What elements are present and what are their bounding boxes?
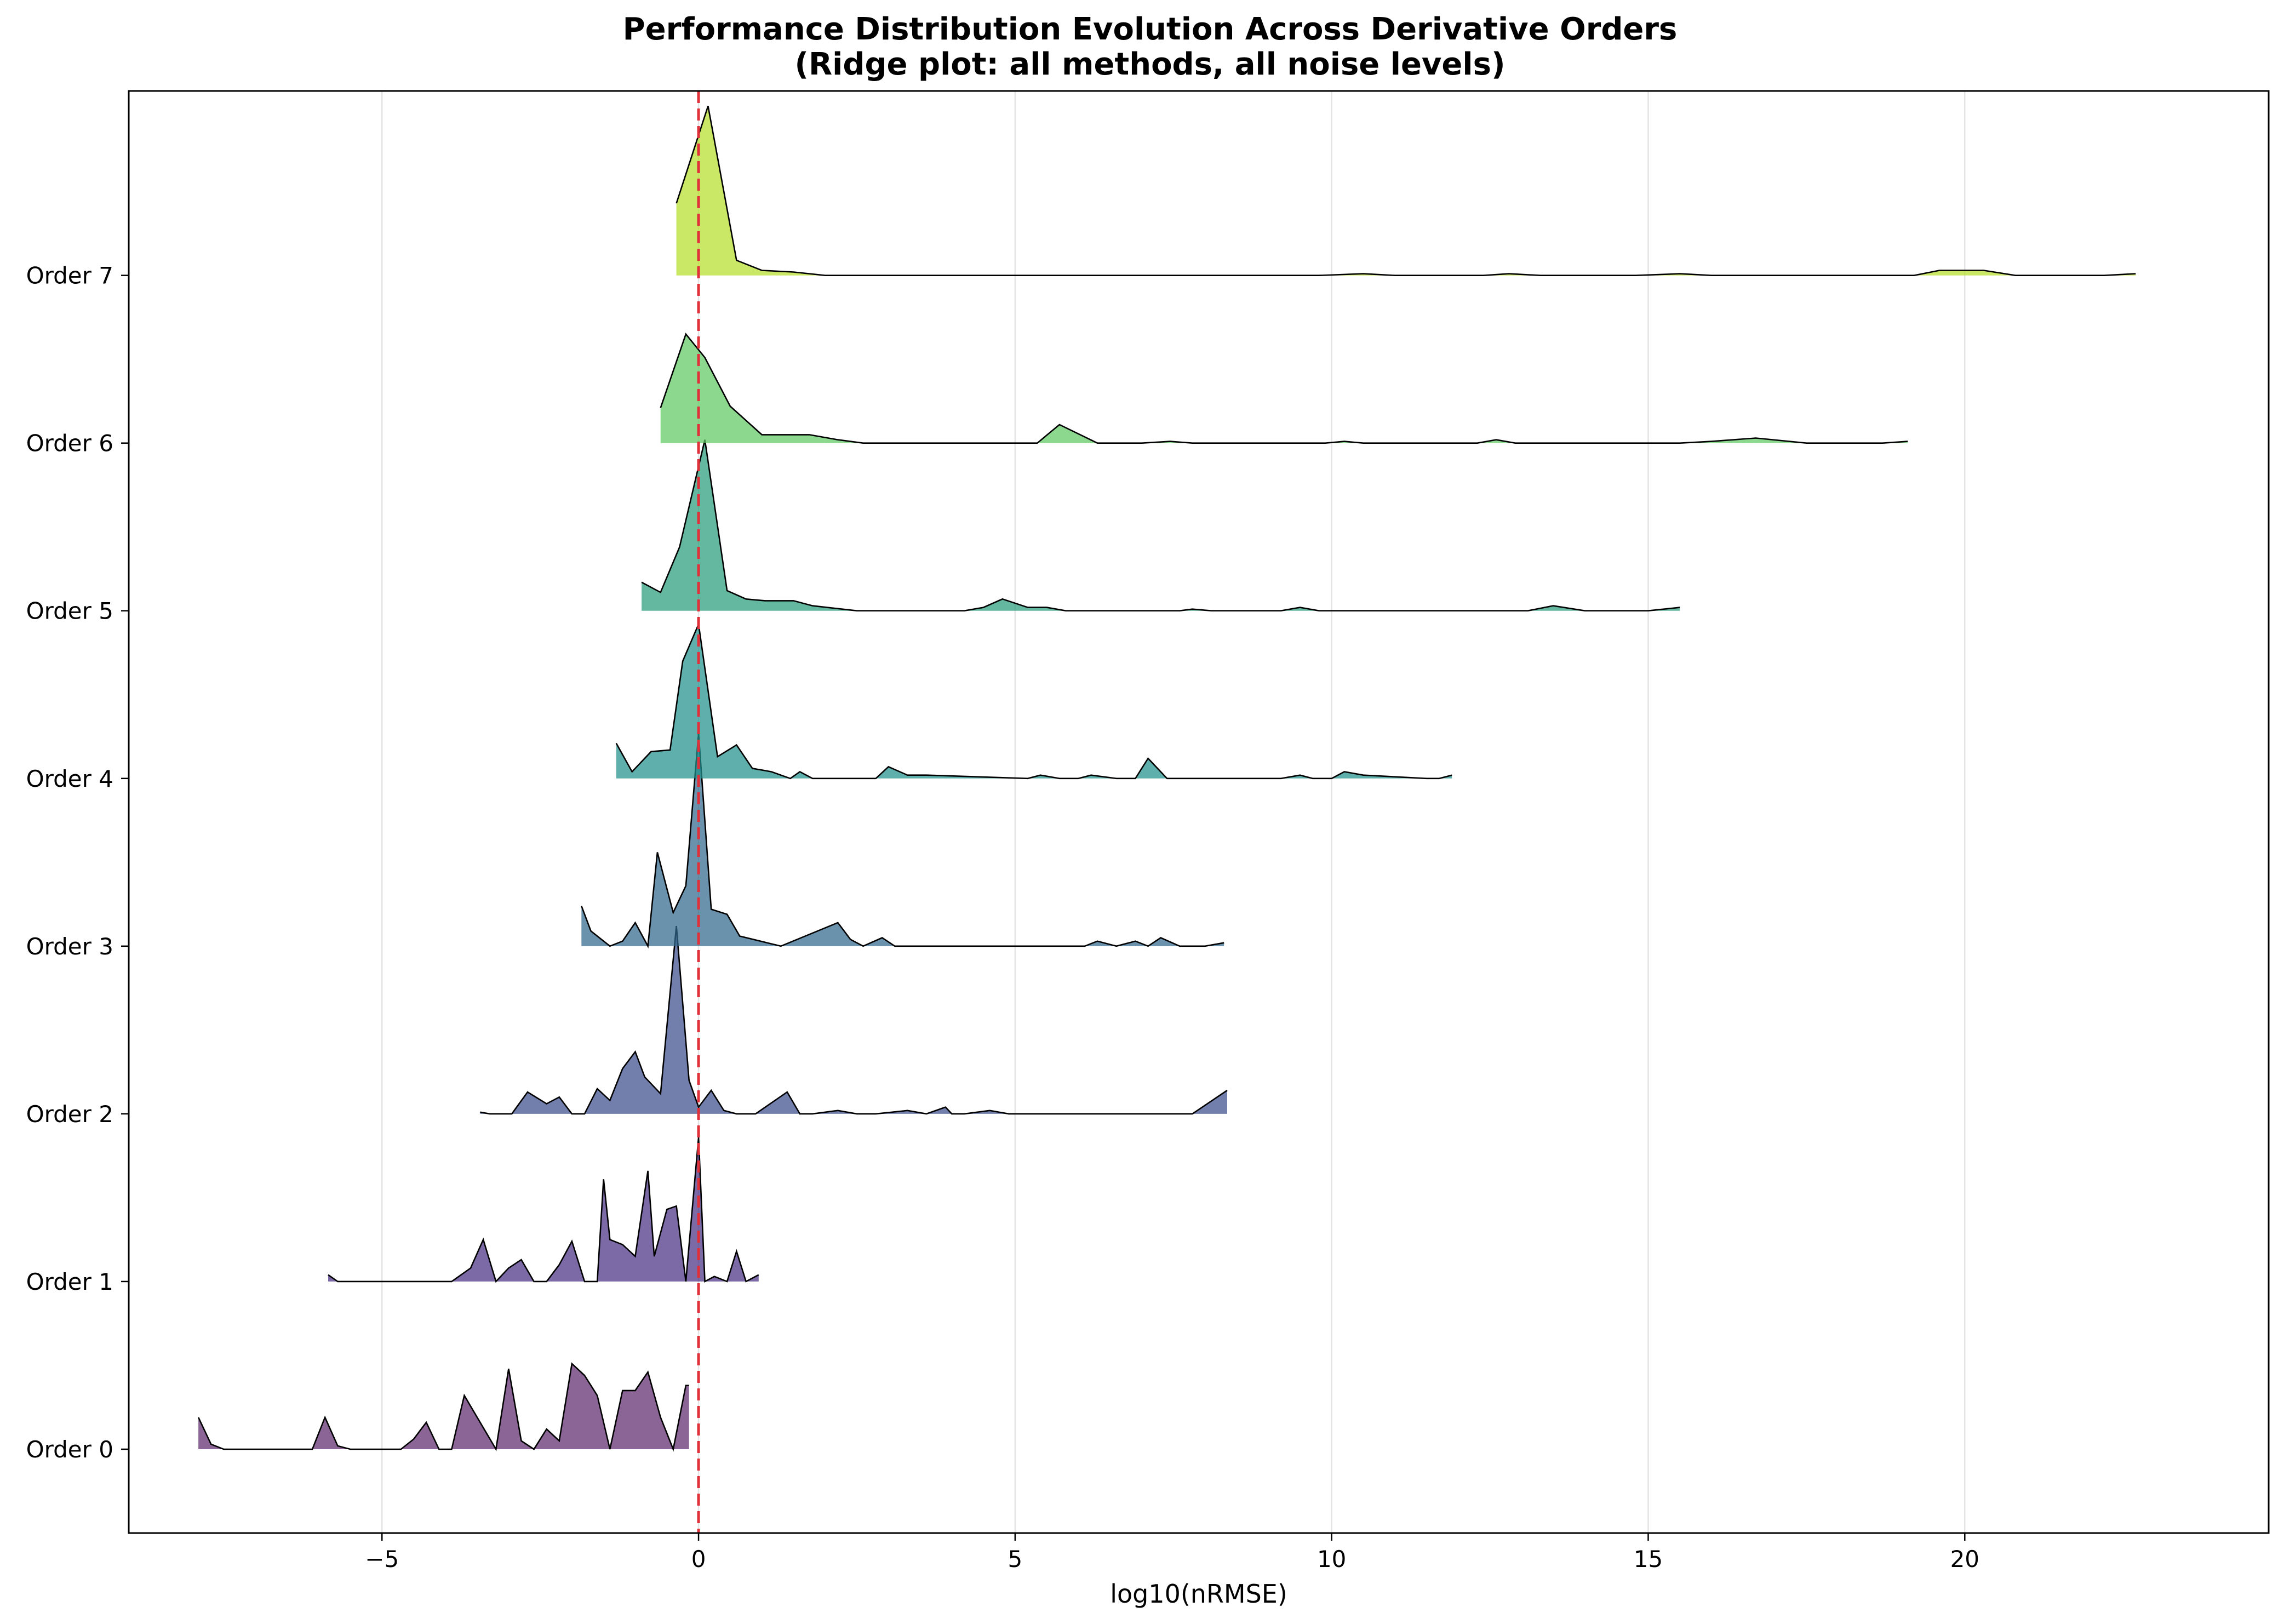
- y-tick-label-2: Order 2: [26, 1101, 113, 1128]
- x-axis-label: log10(nRMSE): [1110, 1579, 1287, 1609]
- chart-subtitle: (Ridge plot: all methods, all noise leve…: [794, 47, 1505, 82]
- x-tick-label-0: −5: [365, 1546, 399, 1572]
- y-tick-label-3: Order 3: [26, 933, 113, 960]
- y-tick-label-4: Order 4: [26, 765, 113, 792]
- plot-frame: [128, 90, 2270, 1534]
- ridge-outline-order-3: [581, 733, 1224, 949]
- y-tick-label-7: Order 7: [26, 262, 113, 289]
- x-tick-label-4: 15: [1634, 1546, 1663, 1572]
- ridge-outline-order-6: [660, 333, 1908, 444]
- x-axis-ticks: −5 0 5 10 15 20: [365, 1533, 1979, 1572]
- y-tick-label-6: Order 6: [26, 430, 113, 457]
- y-tick-label-0: Order 0: [26, 1436, 113, 1463]
- ridge-outline-order-7: [676, 106, 2136, 276]
- ridge-outline-order-1: [328, 1137, 759, 1283]
- ridge-fill-order-2: [480, 926, 1227, 1114]
- ridge-outline-order-2: [480, 925, 1228, 1115]
- y-tick-label-5: Order 5: [26, 598, 113, 625]
- ridge-fill-order-1: [328, 1137, 759, 1282]
- ridge-outline-order-0: [197, 1362, 689, 1452]
- ridge-outline-order-5: [641, 439, 1680, 611]
- gridlines: [381, 91, 1966, 1533]
- x-tick-label-2: 5: [1008, 1546, 1023, 1572]
- y-tick-label-1: Order 1: [26, 1268, 113, 1295]
- x-tick-label-5: 20: [1950, 1546, 1979, 1572]
- x-tick-label-3: 10: [1317, 1546, 1346, 1572]
- ridge-outline-order-4: [615, 621, 1452, 780]
- x-tick-label-1: 0: [691, 1546, 706, 1572]
- chart-title: Performance Distribution Evolution Acros…: [623, 12, 1678, 47]
- y-axis-ticks: Order 0 Order 1 Order 2 Order 3 Order 4 Order…: [26, 262, 129, 1463]
